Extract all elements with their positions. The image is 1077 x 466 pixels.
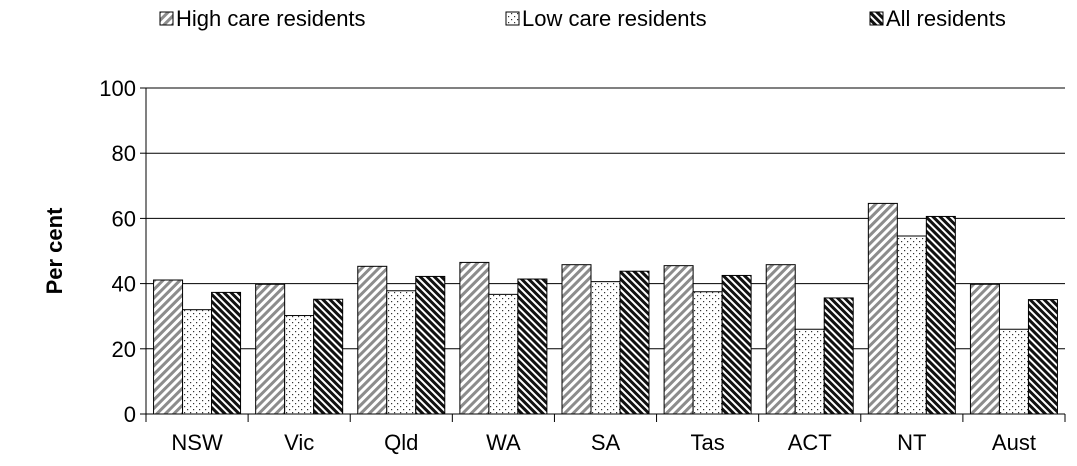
x-tick-label: ACT <box>788 430 832 455</box>
bar-dense-diagonal-nt <box>925 215 956 415</box>
bars <box>153 202 1058 415</box>
bar-dots-sa <box>590 281 621 415</box>
bar-diagonal-nt <box>867 202 898 415</box>
bar-dense-diagonal-sa <box>619 270 650 415</box>
y-axis-label: Per cent <box>42 207 67 294</box>
bar-diagonal-qld <box>357 265 388 415</box>
bar-dots-nt <box>896 235 927 415</box>
legend: High care residents Low care residents All… <box>159 6 1006 31</box>
legend-swatch-diagonal <box>159 11 174 26</box>
bar-dots-act <box>794 328 825 415</box>
bar-diagonal-sa <box>561 264 592 415</box>
x-tick-label: Vic <box>284 430 314 455</box>
bar-dots-vic <box>284 315 315 415</box>
x-tick-label: Qld <box>384 430 418 455</box>
bar-diagonal-act <box>765 264 796 415</box>
bar-dense-diagonal-wa <box>517 278 548 415</box>
x-tick-label: Tas <box>690 430 724 455</box>
bar-dots-tas <box>692 291 723 415</box>
x-tick-labels: NSW Vic Qld WA SA Tas ACT NT Aust <box>171 430 1036 455</box>
bar-dense-diagonal-tas <box>721 274 752 415</box>
x-tick-label: NT <box>897 430 926 455</box>
bar-dense-diagonal-qld <box>415 275 446 415</box>
x-tick-label: WA <box>486 430 521 455</box>
bar-dots-nsw <box>182 309 213 415</box>
x-tick-label: Aust <box>992 430 1036 455</box>
y-tick-label: 20 <box>112 337 136 362</box>
y-tick-label: 40 <box>112 272 136 297</box>
bar-dense-diagonal-aust <box>1027 299 1058 415</box>
bar-diagonal-nsw <box>153 279 184 415</box>
legend-label: All residents <box>886 6 1006 31</box>
y-tick-label: 60 <box>112 206 136 231</box>
bar-diagonal-tas <box>663 265 694 415</box>
y-tick-label: 0 <box>124 402 136 427</box>
bar-dense-diagonal-vic <box>313 298 344 415</box>
legend-swatch-dots <box>505 11 520 26</box>
axes <box>145 88 1066 422</box>
x-tick-label: SA <box>591 430 621 455</box>
bar-diagonal-wa <box>459 261 490 415</box>
legend-swatch-dense-diagonal <box>869 11 884 26</box>
legend-label: High care residents <box>176 6 366 31</box>
bar-dots-qld <box>386 290 417 415</box>
x-tick-label: NSW <box>171 430 223 455</box>
bar-dense-diagonal-nsw <box>211 291 242 415</box>
y-tick-label: 80 <box>112 141 136 166</box>
y-tick-labels: 0 20 40 60 80 100 <box>99 76 136 427</box>
bar-dots-aust <box>998 328 1029 415</box>
bar-diagonal-aust <box>969 283 1000 415</box>
y-tick-label: 100 <box>99 76 136 101</box>
bar-dots-wa <box>488 293 519 415</box>
bar-diagonal-vic <box>255 283 286 415</box>
bar-dense-diagonal-act <box>823 297 854 415</box>
legend-label: Low care residents <box>522 6 707 31</box>
